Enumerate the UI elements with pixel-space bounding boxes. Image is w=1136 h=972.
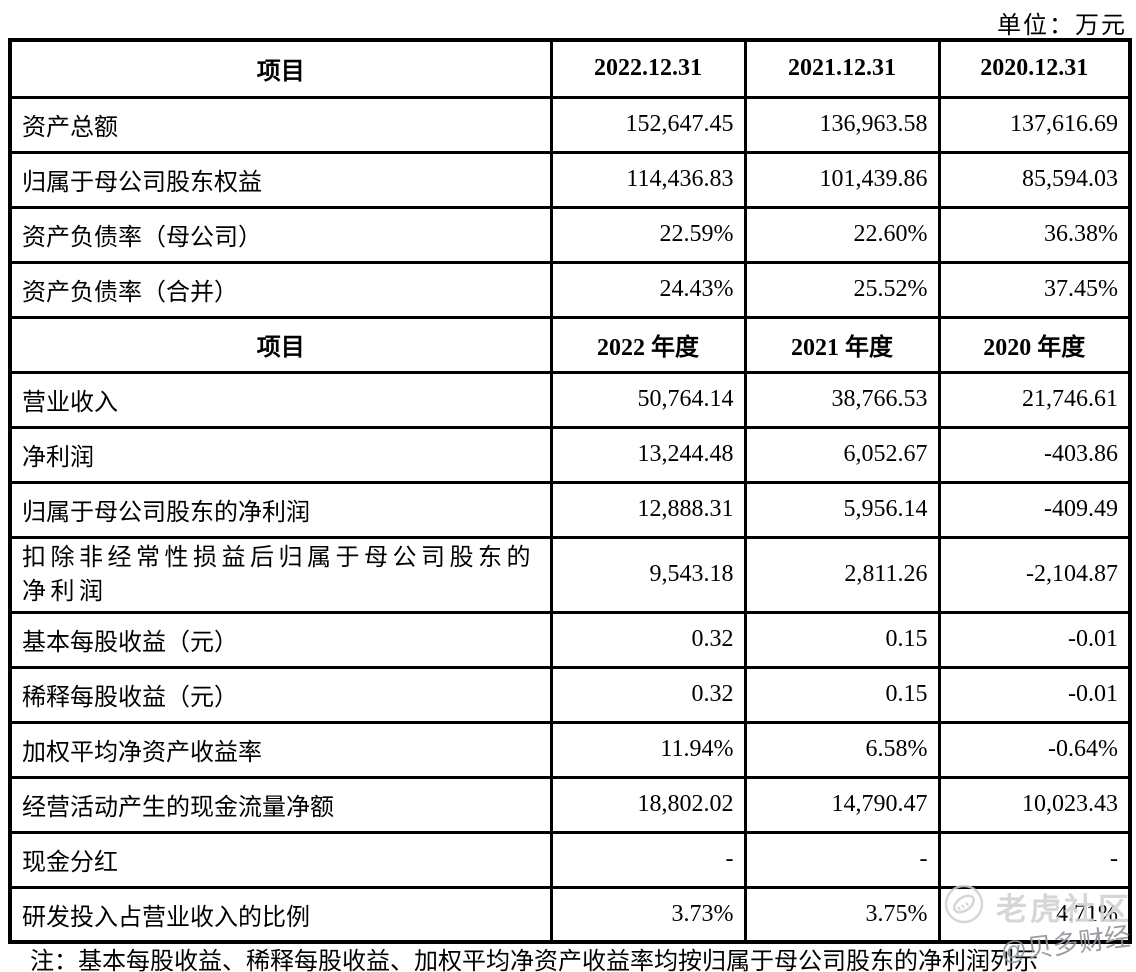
financial-summary-table: 项目 2022.12.31 2021.12.31 2020.12.31 资产总额… xyxy=(8,38,1132,944)
value-cell: -0.64% xyxy=(937,720,1132,779)
column-header-fy2020: 2020 年度 xyxy=(937,315,1132,374)
footnote: 注：基本每股收益、稀释每股收益、加权平均净资产收益率均按归属于母公司股东的净利润… xyxy=(30,949,1038,972)
value-cell: 11.94% xyxy=(549,720,747,779)
value-cell: 9,543.18 xyxy=(549,535,747,614)
item-label-cell: 归属于母公司股东权益 xyxy=(8,150,553,209)
item-label-cell: 资产负债率（合并） xyxy=(8,260,553,319)
table-row-debt-ratio-parent: 资产负债率（母公司） 22.59% 22.60% 36.38% xyxy=(8,205,1132,264)
value-cell: 2,811.26 xyxy=(743,535,941,614)
item-label-cell: 归属于母公司股东的净利润 xyxy=(8,480,553,539)
unit-label: 单位：万元 xyxy=(997,13,1127,39)
table-row-rd-ratio: 研发投入占营业收入的比例 3.73% 3.75% 4.71% xyxy=(8,885,1132,944)
item-label-cell: 加权平均净资产收益率 xyxy=(8,720,553,779)
table-row-debt-ratio-consolidated: 资产负债率（合并） 24.43% 25.52% 37.45% xyxy=(8,260,1132,319)
value-cell: 3.73% xyxy=(549,885,747,944)
item-label-cell: 资产总额 xyxy=(8,95,553,154)
value-cell: 114,436.83 xyxy=(549,150,747,209)
item-label-cell: 稀释每股收益（元） xyxy=(8,665,553,724)
column-header-item: 项目 xyxy=(8,38,553,99)
value-cell: 137,616.69 xyxy=(937,95,1132,154)
value-cell: 36.38% xyxy=(937,205,1132,264)
value-cell: 50,764.14 xyxy=(549,370,747,429)
value-cell: -2,104.87 xyxy=(937,535,1132,614)
table-row-diluted-eps: 稀释每股收益（元） 0.32 0.15 -0.01 xyxy=(8,665,1132,724)
value-cell: 21,746.61 xyxy=(937,370,1132,429)
table-row-parent-equity: 归属于母公司股东权益 114,436.83 101,439.86 85,594.… xyxy=(8,150,1132,209)
value-cell: 152,647.45 xyxy=(549,95,747,154)
item-label-cell: 资产负债率（母公司） xyxy=(8,205,553,264)
value-cell: 5,956.14 xyxy=(743,480,941,539)
column-header-item: 项目 xyxy=(8,315,553,374)
table-row-weighted-roe: 加权平均净资产收益率 11.94% 6.58% -0.64% xyxy=(8,720,1132,779)
column-header-2021-12-31: 2021.12.31 xyxy=(743,38,941,99)
value-cell: 18,802.02 xyxy=(549,775,747,834)
value-cell: 13,244.48 xyxy=(549,425,747,484)
value-cell: 37.45% xyxy=(937,260,1132,319)
balance-sheet-header-row: 项目 2022.12.31 2021.12.31 2020.12.31 xyxy=(8,38,1132,99)
value-cell: - xyxy=(743,830,941,889)
value-cell: 24.43% xyxy=(549,260,747,319)
value-cell: 4.71% xyxy=(937,885,1132,944)
table-row-deducted-net-profit: 扣除非经常性损益后归属于母公司股东的净利润 9,543.18 2,811.26 … xyxy=(8,535,1132,614)
value-cell: -0.01 xyxy=(937,610,1132,669)
value-cell: 25.52% xyxy=(743,260,941,319)
table-row-total-assets: 资产总额 152,647.45 136,963.58 137,616.69 xyxy=(8,95,1132,154)
item-label-cell: 现金分红 xyxy=(8,830,553,889)
value-cell: 22.59% xyxy=(549,205,747,264)
value-cell: 12,888.31 xyxy=(549,480,747,539)
item-label-cell: 营业收入 xyxy=(8,370,553,429)
value-cell: 0.32 xyxy=(549,665,747,724)
value-cell: 6,052.67 xyxy=(743,425,941,484)
table-row-net-profit: 净利润 13,244.48 6,052.67 -403.86 xyxy=(8,425,1132,484)
value-cell: 22.60% xyxy=(743,205,941,264)
value-cell: 0.15 xyxy=(743,610,941,669)
value-cell: 101,439.86 xyxy=(743,150,941,209)
value-cell: 0.15 xyxy=(743,665,941,724)
table-row-revenue: 营业收入 50,764.14 38,766.53 21,746.61 xyxy=(8,370,1132,429)
item-label-cell: 净利润 xyxy=(8,425,553,484)
table-row-cash-dividend: 现金分红 - - - xyxy=(8,830,1132,889)
value-cell: 38,766.53 xyxy=(743,370,941,429)
item-label-cell: 研发投入占营业收入的比例 xyxy=(8,885,553,944)
column-header-fy2022: 2022 年度 xyxy=(549,315,747,374)
table-row-basic-eps: 基本每股收益（元） 0.32 0.15 -0.01 xyxy=(8,610,1132,669)
item-label-cell: 基本每股收益（元） xyxy=(8,610,553,669)
value-cell: 136,963.58 xyxy=(743,95,941,154)
column-header-2022-12-31: 2022.12.31 xyxy=(549,38,747,99)
value-cell: - xyxy=(937,830,1132,889)
column-header-2020-12-31: 2020.12.31 xyxy=(937,38,1132,99)
value-cell: -0.01 xyxy=(937,665,1132,724)
value-cell: 10,023.43 xyxy=(937,775,1132,834)
item-label-cell: 经营活动产生的现金流量净额 xyxy=(8,775,553,834)
item-label-cell: 扣除非经常性损益后归属于母公司股东的净利润 xyxy=(8,535,553,614)
table-row-operating-cash-flow: 经营活动产生的现金流量净额 18,802.02 14,790.47 10,023… xyxy=(8,775,1132,834)
income-statement-header-row: 项目 2022 年度 2021 年度 2020 年度 xyxy=(8,315,1132,374)
value-cell: - xyxy=(549,830,747,889)
value-cell: 6.58% xyxy=(743,720,941,779)
value-cell: -409.49 xyxy=(937,480,1132,539)
table-row-parent-net-profit: 归属于母公司股东的净利润 12,888.31 5,956.14 -409.49 xyxy=(8,480,1132,539)
column-header-fy2021: 2021 年度 xyxy=(743,315,941,374)
value-cell: 14,790.47 xyxy=(743,775,941,834)
value-cell: 0.32 xyxy=(549,610,747,669)
value-cell: 85,594.03 xyxy=(937,150,1132,209)
value-cell: 3.75% xyxy=(743,885,941,944)
value-cell: -403.86 xyxy=(937,425,1132,484)
